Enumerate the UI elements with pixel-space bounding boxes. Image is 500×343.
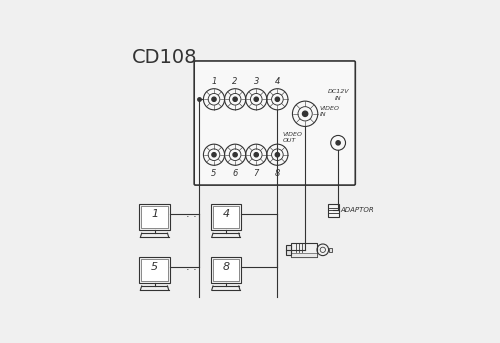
Text: CD108: CD108 [132,48,198,67]
Bar [286,245,290,255]
Circle shape [254,153,258,157]
Text: 7: 7 [254,169,259,178]
Text: 8: 8 [222,262,230,272]
Circle shape [212,153,216,157]
Circle shape [212,97,216,102]
Text: DC12V
IN: DC12V IN [328,90,349,100]
Text: . .: . . [186,209,197,219]
Text: 4: 4 [274,77,280,86]
Circle shape [276,97,280,102]
Bar [328,248,332,252]
Bar [210,204,241,230]
Circle shape [302,111,308,116]
Bar [213,206,239,228]
Text: 3: 3 [254,77,259,86]
Circle shape [254,97,258,102]
FancyBboxPatch shape [194,61,356,185]
Bar [213,259,239,281]
Text: 5: 5 [151,262,158,272]
Circle shape [336,141,340,145]
Text: VIDEO
OUT: VIDEO OUT [282,132,302,143]
Bar [328,204,340,216]
Circle shape [233,153,237,157]
Circle shape [276,153,280,157]
Text: 1: 1 [212,77,216,86]
Text: VIDEO
IN: VIDEO IN [320,106,340,117]
Text: 1: 1 [151,209,158,219]
Bar [210,257,241,283]
Bar [142,259,168,281]
Text: 6: 6 [232,169,238,178]
Bar [142,206,168,228]
Text: 5: 5 [212,169,216,178]
Text: ADAPTOR: ADAPTOR [341,207,374,213]
Bar [290,253,317,257]
Bar [140,204,170,230]
Text: 2: 2 [232,77,238,86]
Circle shape [233,97,237,102]
Text: 8: 8 [274,169,280,178]
Text: . .: . . [186,262,197,272]
Bar [290,243,317,257]
Bar [140,257,170,283]
Text: 4: 4 [222,209,230,219]
